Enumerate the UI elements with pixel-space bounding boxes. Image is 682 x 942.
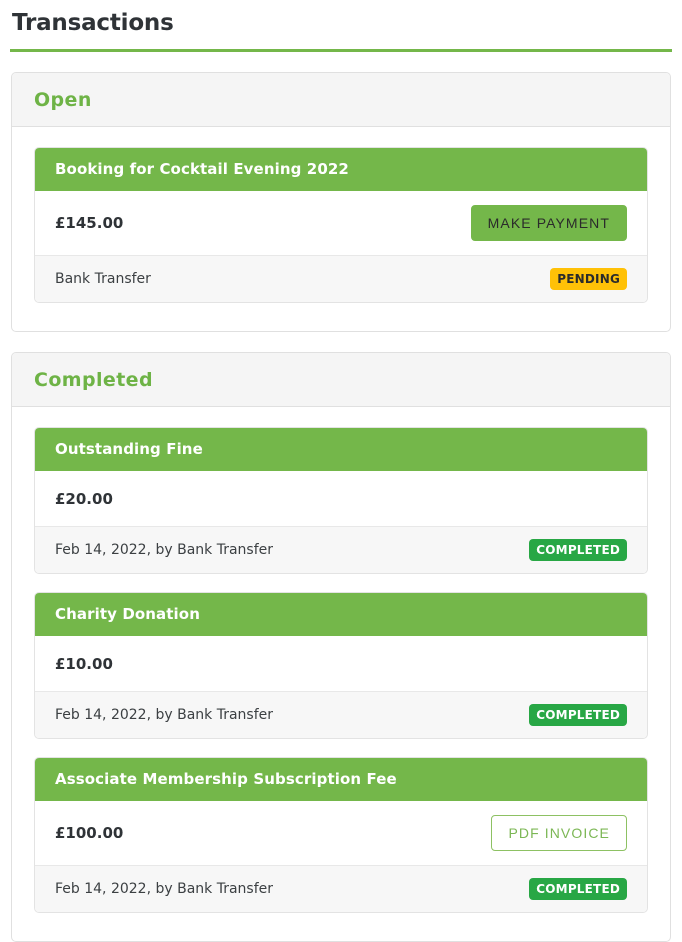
status-badge: COMPLETED [529, 704, 627, 726]
panel-title: Completed [34, 369, 153, 391]
title-divider [10, 49, 672, 52]
panel-body: Outstanding Fine £20.00 Feb 14, 2022, by B… [12, 407, 670, 941]
page-header: Transactions [0, 0, 682, 52]
transaction-meta: Feb 14, 2022, by Bank Transfer [55, 881, 274, 897]
status-badge: PENDING [550, 268, 627, 290]
transaction-meta: Bank Transfer [55, 271, 151, 287]
transaction-amount: £10.00 [55, 654, 113, 673]
make-payment-button[interactable]: MAKE PAYMENT [470, 205, 627, 241]
transaction-amount-row: £100.00 PDF INVOICE [35, 801, 647, 866]
panel-body: Booking for Cocktail Evening 2022 £145.00… [12, 127, 670, 331]
transaction-meta: Feb 14, 2022, by Bank Transfer [55, 542, 274, 558]
status-badge: COMPLETED [529, 539, 627, 561]
transaction-amount: £145.00 [55, 214, 124, 232]
transactions-panel: Completed Outstanding Fine £20.00 Feb 14, 2… [11, 352, 671, 942]
transaction-card: Booking for Cocktail Evening 2022 £145.00… [34, 147, 648, 303]
transaction-footer-row: Feb 14, 2022, by Bank Transfer COMPLETED [35, 866, 647, 912]
transactions-panel: Open Booking for Cocktail Evening 2022 £14… [11, 72, 671, 332]
transaction-amount-row: £145.00 MAKE PAYMENT [35, 191, 647, 256]
transaction-title: Booking for Cocktail Evening 2022 [35, 148, 647, 191]
transaction-footer-row: Feb 14, 2022, by Bank Transfer COMPLETED [35, 527, 647, 573]
transaction-meta: Feb 14, 2022, by Bank Transfer [55, 707, 274, 723]
transaction-title: Associate Membership Subscription Fee [35, 758, 647, 801]
transaction-title: Charity Donation [35, 593, 647, 636]
status-badge: COMPLETED [529, 878, 627, 900]
transaction-card: Outstanding Fine £20.00 Feb 14, 2022, by B… [34, 427, 648, 574]
transaction-amount-row: £20.00 [35, 471, 647, 527]
panel-header: Completed [12, 353, 670, 407]
transaction-title: Outstanding Fine [35, 428, 647, 471]
transaction-footer-row: Bank Transfer PENDING [35, 256, 647, 302]
transaction-amount-row: £10.00 [35, 636, 647, 692]
transaction-amount: £20.00 [55, 489, 113, 508]
transaction-card: Associate Membership Subscription Fee £10… [34, 757, 648, 913]
page-title: Transactions [12, 10, 174, 36]
transaction-card: Charity Donation £10.00 Feb 14, 2022, by B… [34, 592, 648, 739]
pdf-invoice-button[interactable]: PDF INVOICE [491, 815, 627, 851]
transaction-footer-row: Feb 14, 2022, by Bank Transfer COMPLETED [35, 692, 647, 738]
transaction-amount: £100.00 [55, 824, 124, 842]
transactions-sections: Open Booking for Cocktail Evening 2022 £14… [0, 72, 682, 942]
panel-header: Open [12, 73, 670, 127]
panel-title: Open [34, 89, 92, 111]
